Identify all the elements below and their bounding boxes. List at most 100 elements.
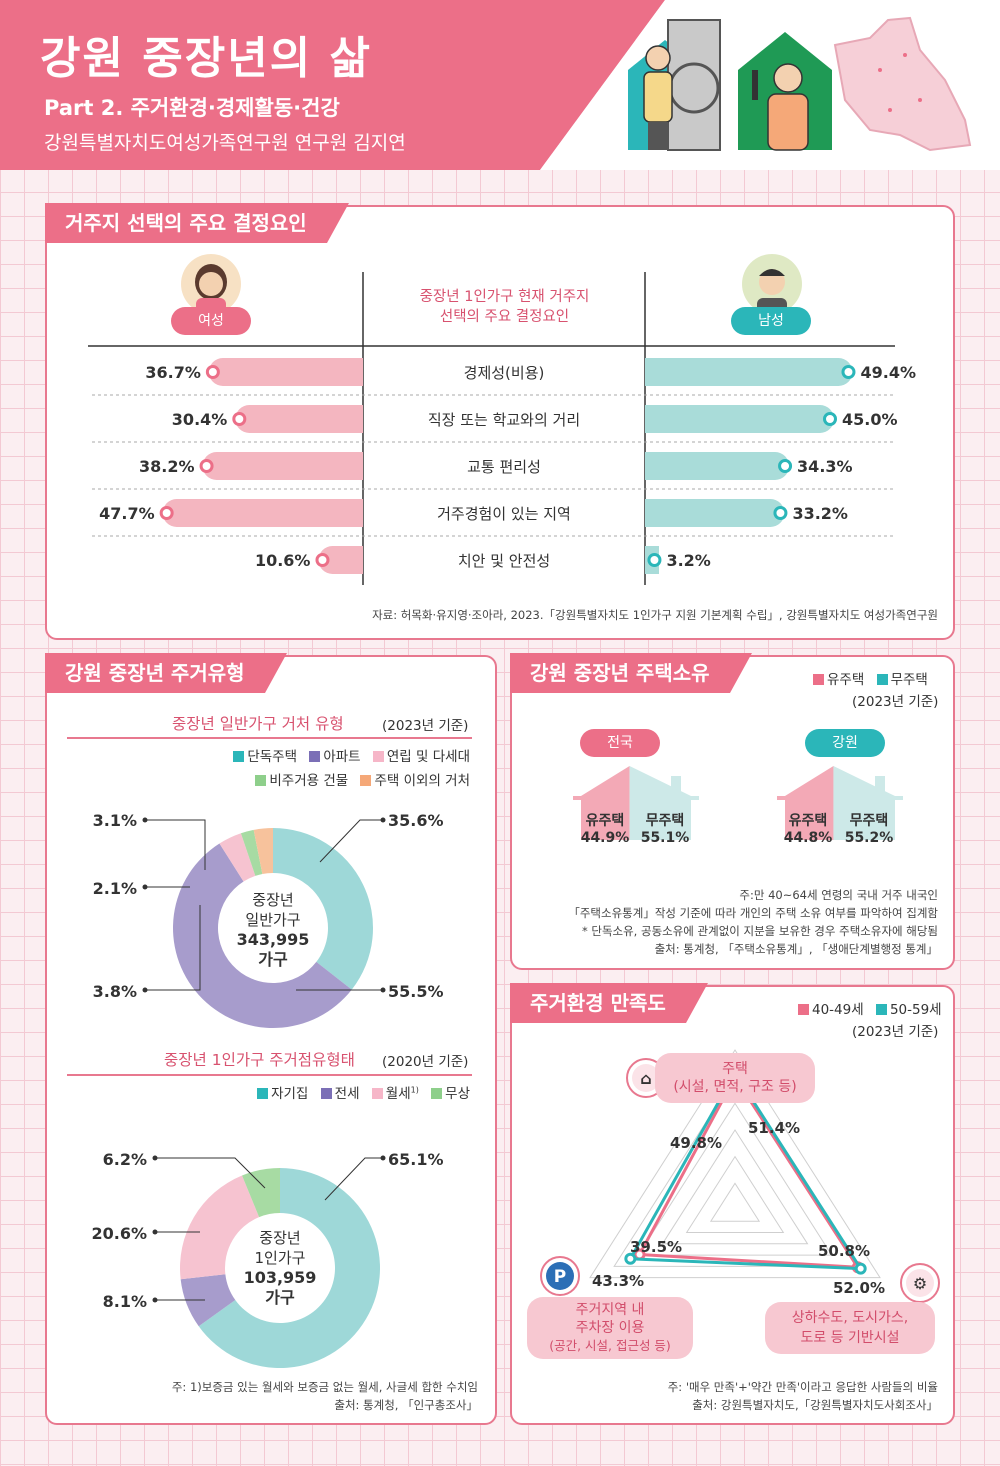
satisfaction-year: (2023년 기준): [852, 1024, 939, 1040]
center-title-line2: 선택의 주요 결정요인: [439, 309, 570, 325]
male-value-label: 45.0%: [842, 410, 898, 429]
satisfaction-legend: 40-49세 50-59세: [790, 998, 942, 1018]
pie-value-label: 35.6%: [388, 811, 444, 830]
parking-icon: [546, 1262, 574, 1290]
housing-type-card: [45, 655, 497, 1425]
house-none-part: [629, 766, 699, 840]
legend-free: 무상: [445, 1086, 470, 1102]
male-bar: [645, 499, 785, 527]
axis-top-line1: 주택: [722, 1061, 748, 1077]
ownership-note2: 「주택소유통계」작성 기준에 따라 개인의 주택 소유 여부를 파악하여 집계함: [568, 906, 938, 920]
donut1-center-line1: 중장년: [252, 891, 294, 909]
female-value-label: 38.2%: [139, 457, 195, 476]
center-title-line1: 중장년 1인가구 현재 거주지: [419, 289, 590, 305]
female-value-label: 47.7%: [99, 504, 155, 523]
ownership-source: 출처: 통계청, 「주택소유통계」, 「생애단계별행정 통계」: [654, 942, 938, 956]
page-title: 강원 중장년의 삶: [40, 33, 372, 84]
national-none-value: 55.1%: [640, 830, 690, 846]
leader-dot: [380, 817, 386, 823]
house-own-part: [573, 766, 630, 840]
pie-value-label: 55.5%: [388, 982, 444, 1001]
leader-line: [319, 819, 383, 863]
legend-apartment: 아파트: [323, 749, 361, 765]
male-pill: 남성: [731, 307, 811, 335]
legend-row-house: 연립 및 다세대: [386, 749, 470, 765]
legend-swatch: [798, 1004, 809, 1015]
female-bar-cap: [349, 358, 363, 386]
axis-top-label: 주택 (시설, 면적, 구조 등): [655, 1053, 815, 1103]
axis-left-line1: 주거지역 내: [575, 1302, 645, 1318]
pie-value-label: 3.8%: [93, 982, 137, 1001]
ownership-tag: 강원 중장년 주택소유: [510, 653, 752, 693]
female-value-label: 10.6%: [255, 551, 311, 570]
female-bar: [202, 452, 363, 480]
pie-value-label: 8.1%: [103, 1292, 147, 1311]
house-cook-icon: [738, 32, 832, 151]
satisfaction-note: 주: '매우 만족'+'약간 만족'이라고 응답한 사람들의 비율: [667, 1380, 938, 1394]
category-label: 직장 또는 학교와의 거리: [428, 411, 580, 429]
donut2-center-count: 103,959: [243, 1268, 317, 1287]
male-value-label: 49.4%: [860, 363, 916, 382]
national-own-value: 44.9%: [580, 830, 630, 846]
housing-source-line: 출처: 통계청, 「인구총조사」: [334, 1398, 478, 1412]
ownership-notes: 주:만 40~64세 연령의 국내 거주 내국인 「주택소유통계」작성 기준에 …: [520, 886, 938, 958]
pie-value-label: 65.1%: [388, 1150, 444, 1169]
gangwon-own-label: 유주택: [788, 813, 828, 829]
axis-right-label: 상하수도, 도시가스, 도로 등 기반시설: [765, 1302, 935, 1354]
leader-line: [145, 905, 201, 991]
legend-swatch: [431, 1088, 443, 1099]
chart2-divider: [67, 1074, 472, 1076]
axis-top-line2: (시설, 면적, 구조 등): [673, 1079, 797, 1095]
axis-left-line3: (공간, 시설, 접근성 등): [549, 1338, 671, 1353]
male-bar-marker: [823, 412, 837, 426]
legend-swatch: [257, 1088, 269, 1099]
chart1-title: 중장년 일반가구 거처 유형: [172, 715, 344, 733]
radar-point: [854, 1262, 867, 1275]
house-own-part: [777, 766, 834, 840]
legend-swatch: [371, 1088, 383, 1099]
part-title: Part 2. 주거환경·경제활동·건강: [44, 96, 340, 120]
donut-chart-housing-type: 35.6% 55.5% 3.1% 2.1% 3.8%: [93, 811, 444, 1028]
gangwon-pill: 강원: [805, 729, 885, 757]
donut-slice: [240, 829, 263, 876]
gear-icon: [906, 1269, 934, 1297]
satisfaction-radar-chart: 51.4% 49.8% 50.8% 52.0% 39.5% 43.3% ⌂ P ⚙: [540, 1049, 940, 1303]
national-own-label: 유주택: [585, 813, 625, 829]
legend-swatch: [813, 674, 824, 685]
female-bar: [235, 405, 363, 433]
legend-swatch: [372, 751, 384, 762]
parking-icon-glyph: P: [554, 1267, 566, 1287]
satisfaction-source: 출처: 강원특별자치도,「강원특별자치도사회조사」: [692, 1398, 938, 1412]
radar-value-label: 51.4%: [748, 1119, 800, 1137]
donut2-center-unit: 가구: [265, 1288, 295, 1307]
donut-slice: [273, 828, 373, 990]
chart1-legend-row1: 단독주택 아파트 연립 및 다세대: [140, 745, 470, 765]
radar-value-label: 52.0%: [833, 1279, 885, 1297]
axis-left-line2: 주차장 이용: [575, 1320, 645, 1336]
donut1-center-label: 중장년 일반가구 343,995 가구: [213, 890, 333, 970]
chart2-year: (2020년 기준): [382, 1054, 469, 1070]
house-chimney: [671, 776, 681, 794]
radar-point: [624, 1252, 637, 1265]
legend-monthly-sup: 1): [410, 1085, 419, 1095]
male-value-label: 34.3%: [797, 457, 853, 476]
national-own-text: 유주택 44.9%: [580, 813, 630, 847]
legend-40s: 40-49세: [812, 1002, 864, 1018]
ownership-note1: 주:만 40~64세 연령의 국내 거주 내국인: [739, 888, 938, 902]
axis-left-label: 주거지역 내 주차장 이용 (공간, 시설, 접근성 등): [527, 1297, 693, 1359]
leader-dot: [152, 1155, 158, 1161]
female-value-label: 36.7%: [145, 363, 201, 382]
house-none-part: [833, 766, 903, 840]
female-bar-marker: [205, 365, 220, 379]
female-value-label: 30.4%: [172, 410, 228, 429]
chart1-legend-row2: 비주거용 건물 주택 이외의 거처: [140, 769, 470, 789]
gangwon-none-value: 55.2%: [844, 830, 894, 846]
legend-swatch: [876, 674, 888, 685]
donut-slice: [219, 833, 256, 882]
female-bar-marker: [199, 459, 214, 473]
donut2-center-line2: 1인가구: [254, 1249, 306, 1267]
male-bar-cap: [645, 405, 659, 433]
housing-type-note: 주: 1)보증금 있는 월세와 보증금 없는 월세, 사글세 합한 수치임 출처…: [60, 1378, 478, 1414]
legend-swatch: [320, 1088, 332, 1099]
donut-slice: [242, 1168, 280, 1218]
